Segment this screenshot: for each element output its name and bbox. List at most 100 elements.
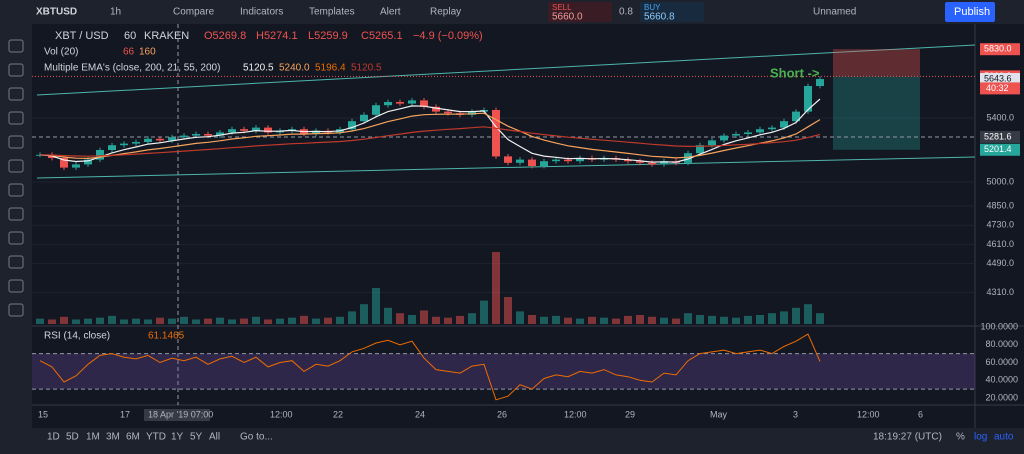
bottom-bar-bg bbox=[0, 428, 1024, 454]
tool-icon[interactable] bbox=[8, 159, 24, 173]
tool-icon[interactable] bbox=[8, 207, 24, 221]
annotation: Short -> bbox=[770, 65, 820, 80]
side-toolbar bbox=[0, 24, 32, 429]
publish-button[interactable] bbox=[945, 2, 995, 22]
legend-close: C5265.1 bbox=[361, 30, 403, 42]
toolbar-templates[interactable]: Templates bbox=[309, 7, 355, 18]
candle bbox=[504, 156, 512, 163]
volume-bar bbox=[288, 317, 296, 324]
candle bbox=[144, 138, 152, 142]
toolbar-alert[interactable]: Alert bbox=[380, 7, 401, 18]
candle bbox=[168, 137, 176, 141]
volume-bar bbox=[156, 317, 164, 324]
rsi-title: RSI (14, close) bbox=[44, 331, 110, 342]
volume-bar bbox=[264, 319, 272, 324]
range-button[interactable]: 3M bbox=[106, 432, 120, 443]
buy-box[interactable] bbox=[640, 2, 704, 22]
log-toggle[interactable]: log bbox=[974, 432, 987, 443]
volume-bar bbox=[144, 319, 152, 324]
volume-bar bbox=[480, 300, 488, 324]
range-button[interactable]: 1D bbox=[47, 432, 60, 443]
candle bbox=[624, 159, 632, 162]
candle bbox=[108, 145, 116, 150]
sell-box[interactable] bbox=[548, 2, 612, 22]
tool-icon[interactable] bbox=[8, 39, 24, 53]
tool-icon[interactable] bbox=[8, 255, 24, 269]
candle bbox=[60, 158, 68, 168]
price-tick-label: 4490.0 bbox=[986, 258, 1014, 268]
volume-bar bbox=[660, 317, 668, 324]
toolbar-symbol[interactable]: XBTUSD bbox=[36, 7, 77, 18]
candle bbox=[252, 127, 260, 131]
candle bbox=[204, 134, 212, 136]
tool-icon[interactable] bbox=[8, 135, 24, 149]
price-tick-label: 4730.0 bbox=[986, 220, 1014, 230]
candle bbox=[732, 134, 740, 136]
volume-bar bbox=[564, 317, 572, 324]
range-button[interactable]: 6M bbox=[126, 432, 140, 443]
price-tag-label: 5830.0 bbox=[984, 44, 1012, 54]
volume-bar bbox=[108, 315, 116, 324]
tool-icon[interactable] bbox=[8, 231, 24, 245]
goto-button[interactable]: Go to... bbox=[240, 432, 273, 443]
candle bbox=[240, 129, 248, 131]
tool-icon[interactable] bbox=[8, 183, 24, 197]
ema-title: Multiple EMA's (close, 200, 21, 55, 200) bbox=[44, 63, 220, 74]
volume-bar bbox=[276, 318, 284, 324]
ema-value: 5240.0 bbox=[279, 63, 310, 74]
tool-icon[interactable] bbox=[8, 111, 24, 125]
price-tag bbox=[980, 143, 1020, 156]
volume-bar bbox=[612, 318, 620, 324]
candle bbox=[528, 159, 536, 166]
range-button[interactable]: 1M bbox=[86, 432, 100, 443]
stop-zone bbox=[833, 49, 920, 77]
candle bbox=[756, 129, 764, 133]
rsi-band bbox=[32, 353, 975, 390]
candle bbox=[552, 159, 560, 162]
volume-bar bbox=[732, 317, 740, 324]
range-button[interactable]: 1Y bbox=[171, 432, 184, 443]
tool-icon[interactable] bbox=[8, 279, 24, 293]
volume-bar bbox=[504, 297, 512, 324]
time-cursor-box bbox=[144, 409, 210, 421]
volume-bar bbox=[168, 318, 176, 324]
volume-bar bbox=[468, 313, 476, 324]
rsi-tick-label: 20.0000 bbox=[985, 392, 1018, 402]
volume-bar bbox=[252, 316, 260, 324]
volume-bar bbox=[132, 318, 140, 324]
price-tag bbox=[980, 73, 1020, 86]
tool-icon[interactable] bbox=[8, 303, 24, 317]
time-label: 3 bbox=[793, 409, 798, 419]
tool-icon[interactable] bbox=[8, 63, 24, 77]
volume-bar bbox=[396, 313, 404, 324]
publish-label[interactable]: Publish bbox=[954, 6, 990, 18]
percent-toggle[interactable]: % bbox=[956, 432, 965, 443]
volume-bar bbox=[336, 316, 344, 324]
tool-icon[interactable] bbox=[8, 87, 24, 101]
toolbar-interval[interactable]: 1h bbox=[110, 7, 121, 18]
auto-toggle[interactable]: auto bbox=[994, 432, 1014, 443]
legend-interval: 60 bbox=[124, 30, 136, 42]
candle bbox=[120, 143, 128, 146]
range-button[interactable]: YTD bbox=[146, 432, 166, 443]
toolbar-compare[interactable]: Compare bbox=[173, 7, 215, 18]
time-label: 15 bbox=[38, 409, 48, 419]
volume-bar bbox=[552, 315, 560, 324]
candle bbox=[780, 121, 788, 128]
range-button[interactable]: All bbox=[209, 432, 220, 443]
toolbar-indicators[interactable]: Indicators bbox=[240, 7, 283, 18]
rsi-tick-label: 40.0000 bbox=[985, 375, 1018, 385]
volume-ma: 160 bbox=[139, 47, 156, 58]
range-button[interactable]: 5D bbox=[66, 432, 79, 443]
volume-bar bbox=[792, 307, 800, 324]
candle bbox=[816, 79, 824, 86]
range-button[interactable]: 5Y bbox=[190, 432, 203, 443]
toolbar-replay[interactable]: Replay bbox=[430, 7, 461, 18]
price-tick-label: 4850.0 bbox=[986, 200, 1014, 210]
clock: 18:19:27 (UTC) bbox=[873, 432, 942, 443]
volume-bar bbox=[408, 315, 416, 324]
price-tick-label: 4310.0 bbox=[986, 287, 1014, 297]
toolbar-layout_name[interactable]: Unnamed bbox=[813, 7, 856, 18]
buy-label: BUY bbox=[644, 3, 661, 12]
ema-line bbox=[39, 126, 821, 157]
